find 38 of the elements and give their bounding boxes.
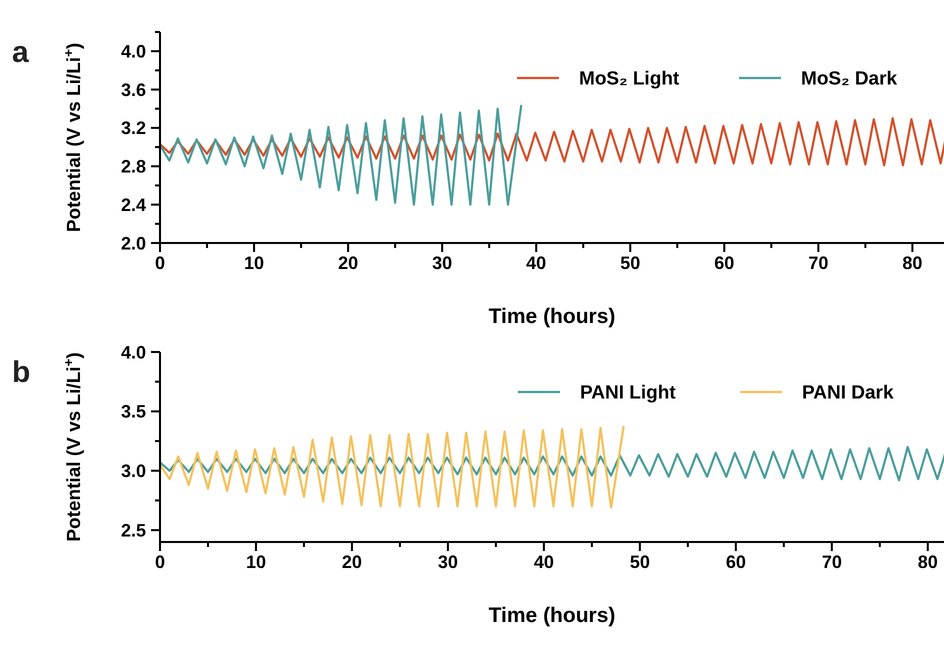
y-tick-label: 2.0 — [120, 233, 146, 254]
text: b — [12, 356, 30, 389]
y-tick-label: 3.0 — [120, 461, 146, 482]
x-tick-label: 10 — [244, 253, 264, 273]
legend-label: MoS₂ Dark — [801, 68, 898, 90]
x-tick-label: 80 — [918, 552, 938, 572]
y-tick-label: 2.5 — [120, 520, 146, 540]
x-tick-label: 40 — [534, 552, 554, 572]
x-tick-label: 60 — [726, 552, 746, 572]
x-tick-label: 0 — [154, 253, 166, 273]
x-tick-label: 20 — [342, 552, 362, 572]
x-axis-title: Time (hours) — [488, 305, 616, 328]
x-tick-label: 70 — [822, 552, 842, 572]
x-tick-label: 60 — [714, 253, 734, 273]
legend-label: MoS₂ Light — [579, 68, 680, 90]
legend-label: PANI Light — [580, 382, 676, 404]
x-tick-label: 10 — [246, 552, 266, 572]
y-tick-label: 2.8 — [120, 156, 146, 177]
x-tick-label: 30 — [432, 253, 452, 273]
y-tick-label: 2.4 — [120, 194, 146, 215]
line-series — [160, 104, 522, 206]
line-series — [160, 426, 625, 509]
y-tick-label: 3.5 — [120, 402, 146, 422]
x-tick-label: 80 — [902, 253, 922, 273]
x-tick-label: 50 — [620, 253, 640, 273]
y-tick-label: 4.0 — [120, 342, 146, 362]
y-tick-label: 4.0 — [120, 41, 146, 62]
x-tick-label: 40 — [526, 253, 546, 273]
x-tick-label: 70 — [808, 253, 828, 273]
y-tick-label: 3.2 — [120, 118, 146, 138]
y-tick-label: 3.6 — [120, 80, 146, 100]
x-tick-label: 50 — [630, 552, 650, 572]
text: a — [12, 36, 29, 69]
x-axis-title: Time (hours) — [488, 604, 616, 627]
legend-label: PANI Dark — [802, 382, 894, 404]
x-tick-label: 30 — [438, 552, 458, 572]
x-tick-label: 0 — [154, 552, 166, 572]
x-tick-label: 20 — [338, 253, 358, 273]
